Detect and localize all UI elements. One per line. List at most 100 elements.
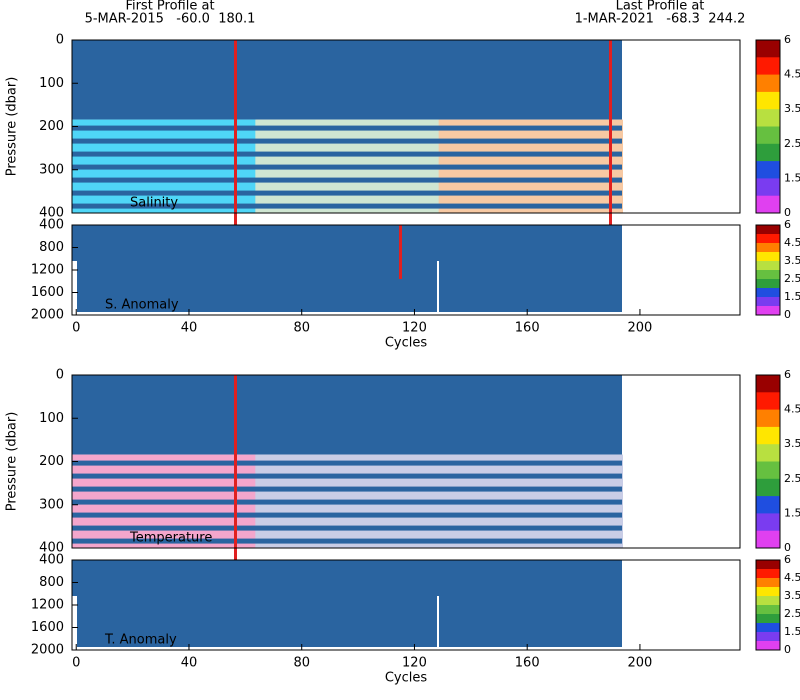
flag bbox=[234, 40, 237, 235]
y-tick-label: 1200 bbox=[31, 263, 64, 278]
stripe bbox=[72, 125, 622, 131]
y-tick-label: 400 bbox=[39, 206, 64, 221]
colorbar-swatch bbox=[756, 530, 780, 549]
colorbar-swatch bbox=[756, 605, 780, 615]
colorbar-swatch bbox=[756, 288, 780, 298]
x-axis-label: Cycles bbox=[385, 671, 428, 686]
colorbar-label: 6 bbox=[784, 553, 791, 566]
colorbar-label: 2.5 bbox=[784, 137, 800, 150]
colorbar-label: 3.5 bbox=[784, 102, 800, 115]
y-tick-label: 1200 bbox=[31, 598, 64, 613]
stripe bbox=[72, 473, 622, 479]
colorbar-label: 6 bbox=[784, 368, 791, 381]
colorbar-swatch bbox=[756, 596, 780, 606]
x-tick-label: 200 bbox=[628, 656, 653, 671]
x-tick-label: 120 bbox=[402, 321, 427, 336]
stripe bbox=[72, 486, 622, 492]
colorbar-swatch bbox=[756, 57, 780, 76]
last-label: Last Profile at bbox=[616, 0, 705, 14]
y-tick-label: 300 bbox=[39, 497, 64, 512]
colorbar-frame bbox=[755, 224, 781, 316]
stripe bbox=[72, 177, 622, 183]
colorbar-swatch bbox=[756, 279, 780, 289]
panel-label: Temperature bbox=[129, 531, 212, 546]
colorbar-swatch bbox=[756, 270, 780, 280]
flag bbox=[234, 375, 237, 570]
y-tick-label: 800 bbox=[39, 575, 64, 590]
y-tick-label: 2000 bbox=[31, 643, 64, 658]
y-tick-label: 2000 bbox=[31, 308, 64, 323]
colorbar-swatch bbox=[756, 587, 780, 597]
colorbar-swatch bbox=[756, 409, 780, 428]
x-tick-label: 40 bbox=[181, 656, 198, 671]
stripe bbox=[72, 460, 622, 466]
colorbar-label: 2.5 bbox=[784, 607, 800, 620]
y-tick-label: 0 bbox=[56, 368, 64, 383]
colorbar-label: 2.5 bbox=[784, 472, 800, 485]
y-tick-label: 100 bbox=[39, 76, 64, 91]
flag bbox=[609, 40, 612, 225]
colorbar-swatch bbox=[756, 641, 780, 651]
colorbar-swatch bbox=[756, 569, 780, 579]
x-tick-label: 120 bbox=[402, 656, 427, 671]
colorbar-frame bbox=[755, 39, 781, 214]
colorbar-swatch bbox=[756, 143, 780, 162]
x-tick-label: 80 bbox=[293, 656, 310, 671]
colorbar-swatch bbox=[756, 91, 780, 110]
colorbar-label: 3.5 bbox=[784, 437, 800, 450]
colorbar-label: 1.5 bbox=[784, 290, 800, 303]
colorbar-swatch bbox=[756, 126, 780, 145]
colorbar-swatch bbox=[756, 234, 780, 244]
flag bbox=[399, 225, 402, 279]
colorbar-swatch bbox=[756, 623, 780, 633]
field bbox=[77, 560, 622, 647]
colorbar-frame bbox=[755, 374, 781, 549]
field bbox=[72, 40, 622, 120]
colorbar-label: 1.5 bbox=[784, 625, 800, 638]
colorbar-label: 3.5 bbox=[784, 589, 800, 602]
stripe bbox=[72, 151, 622, 157]
x-tick-label: 80 bbox=[293, 321, 310, 336]
colorbar-swatch bbox=[756, 306, 780, 316]
colorbar-swatch bbox=[756, 178, 780, 197]
gap bbox=[437, 261, 439, 315]
x-axis-label: Cycles bbox=[385, 336, 428, 351]
colorbar-label: 4.5 bbox=[784, 403, 800, 416]
colorbar-label: 4.5 bbox=[784, 68, 800, 81]
x-tick-label: 0 bbox=[72, 656, 80, 671]
y-tick-label: 200 bbox=[39, 119, 64, 134]
stripe bbox=[72, 138, 622, 144]
y-tick-label: 400 bbox=[39, 541, 64, 556]
colorbar-swatch bbox=[756, 161, 780, 179]
y-tick-label: 400 bbox=[39, 553, 64, 568]
colorbar-swatch bbox=[756, 392, 780, 411]
colorbar-swatch bbox=[756, 578, 780, 588]
field bbox=[72, 225, 78, 261]
field bbox=[72, 560, 78, 596]
first-label: First Profile at bbox=[125, 0, 214, 14]
colorbar-label: 6 bbox=[784, 218, 791, 231]
colorbar-swatch bbox=[756, 109, 780, 127]
y-tick-label: 1600 bbox=[31, 620, 64, 635]
first-info: 5-MAR-2015 -60.0 180.1 bbox=[85, 12, 256, 27]
colorbar-label: 4.5 bbox=[784, 236, 800, 249]
panel-label: Salinity bbox=[130, 196, 178, 211]
colorbar-swatch bbox=[756, 614, 780, 624]
colorbar-label: 1.5 bbox=[784, 171, 800, 184]
x-tick-label: 200 bbox=[628, 321, 653, 336]
colorbar-swatch bbox=[756, 560, 780, 570]
y-tick-label: 100 bbox=[39, 411, 64, 426]
stripe bbox=[72, 203, 622, 209]
colorbar-label: 0 bbox=[784, 206, 791, 219]
colorbar-swatch bbox=[756, 195, 780, 214]
colorbar-swatch bbox=[756, 261, 780, 271]
colorbar-frame bbox=[755, 559, 781, 651]
y-tick-label: 200 bbox=[39, 454, 64, 469]
colorbar-swatch bbox=[756, 513, 780, 532]
stripe bbox=[72, 538, 622, 544]
stripe bbox=[72, 512, 622, 518]
colorbar-label: 2.5 bbox=[784, 272, 800, 285]
colorbar-swatch bbox=[756, 375, 780, 393]
colorbar-label: 0 bbox=[784, 643, 791, 656]
